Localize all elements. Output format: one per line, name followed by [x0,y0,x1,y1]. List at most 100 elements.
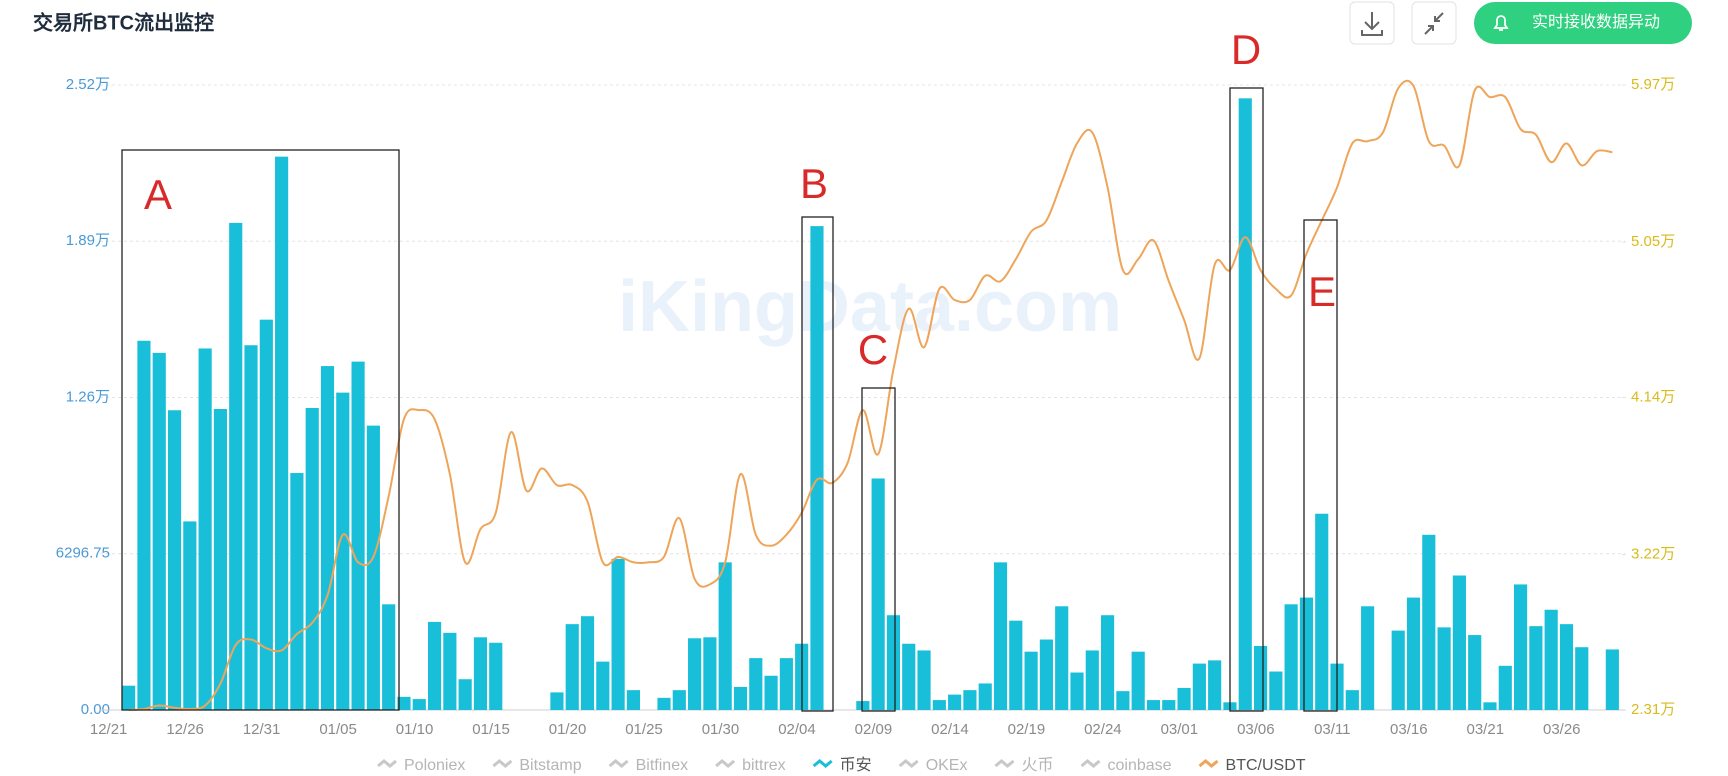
x-tick-label: 02/24 [1084,721,1122,738]
y2-tick-label: 3.22万 [1631,546,1675,563]
legend-icon [492,759,513,768]
bar [489,642,503,710]
legend-label[interactable]: Bitfinex [636,757,688,774]
x-tick-label: 12/26 [166,721,204,738]
x-tick-label: 02/19 [1008,721,1046,738]
bar [1024,651,1038,710]
bar [473,637,488,710]
bar [688,638,702,710]
bar [978,683,992,710]
price-line [128,79,1613,711]
bar [596,661,610,710]
y2-tick-label: 2.31万 [1631,701,1675,718]
legend-label[interactable]: Bitstamp [519,757,581,774]
bar [1009,620,1023,710]
alert-button[interactable]: 实时接收数据异动 [1474,2,1692,44]
bar [1513,584,1528,710]
bar [1116,691,1130,710]
bar [1101,615,1115,710]
bar [412,699,426,710]
x-tick-label: 01/15 [472,721,510,738]
bar [458,679,472,710]
annotation-box [121,149,400,711]
bar [810,226,824,710]
bar [626,690,640,710]
bar [1070,672,1084,710]
x-tick-label: 02/09 [855,721,893,738]
x-tick-label: 01/05 [319,721,357,738]
bar [1559,624,1574,710]
x-tick-label: 02/04 [778,721,816,738]
collapse-button[interactable] [1411,1,1457,45]
bar [1208,660,1222,710]
legend-label[interactable]: coinbase [1108,757,1172,774]
legend-label[interactable]: 火币 [1021,756,1053,774]
bar [1498,665,1512,710]
x-tick-label: 01/30 [702,721,740,738]
bar [963,690,977,710]
legend-icon [812,759,833,768]
x-tick-label: 01/25 [625,721,663,738]
x-tick-label: 03/21 [1467,721,1505,738]
bar [718,562,732,710]
bar [550,692,564,710]
bar [993,562,1008,710]
bar [305,408,319,710]
bar [948,694,962,710]
bar [443,632,457,710]
x-tick-label: 03/11 [1314,721,1350,738]
y-tick-label: 1.26万 [66,388,110,405]
bar [1422,534,1436,710]
bar [366,425,380,710]
legend-icon [715,759,736,768]
bar [917,650,931,710]
alert-button-label[interactable]: 实时接收数据异动 [1532,13,1660,31]
annotation-box [1229,87,1264,712]
y-tick-label: 2.52万 [66,76,110,93]
watermark: iKingData.com [618,267,1122,347]
annotation-box [801,216,834,712]
legend-label[interactable]: Poloniex [404,757,465,774]
bar [1192,663,1206,710]
annotation-label: C [858,326,888,373]
legend-label[interactable]: BTC/USDT [1226,757,1306,774]
legend-label[interactable]: bittrex [742,757,786,774]
bar [611,558,625,710]
bar [871,478,885,710]
bar [1238,98,1252,711]
bar [703,637,717,710]
legend-icon [377,759,397,768]
legend-icon [1198,759,1219,768]
bar [565,624,579,710]
bar [1269,671,1283,710]
y2-tick-label: 4.14万 [1631,388,1675,405]
bar [1575,647,1589,710]
bar [779,658,793,710]
bar [672,690,686,710]
chart-title: 交易所BTC流出监控 [33,10,214,34]
bar [1131,651,1145,710]
bar [183,521,197,710]
x-tick-label: 02/14 [931,721,969,738]
bar [1162,700,1176,710]
x-tick-label: 03/01 [1161,721,1199,738]
y-tick-label: 6296.75 [56,545,110,562]
legend-label[interactable]: OKEx [926,757,968,774]
y2-tick-label: 5.97万 [1631,76,1675,93]
bar [275,156,289,710]
annotation-box [1303,219,1338,712]
legend-label[interactable]: 币安 [840,756,872,774]
x-tick-label: 12/31 [243,721,281,738]
y-tick-label: 0.00 [81,701,110,718]
bar [397,696,411,710]
download-button[interactable] [1349,1,1395,45]
bar [580,616,595,710]
bar [1391,630,1405,710]
bar [1468,635,1482,710]
x-tick-label: 12/21 [90,721,128,738]
x-tick-label: 01/20 [549,721,587,738]
x-tick-label: 03/26 [1543,721,1581,738]
annotation-label: B [800,160,828,207]
legend-icon [1080,759,1101,768]
